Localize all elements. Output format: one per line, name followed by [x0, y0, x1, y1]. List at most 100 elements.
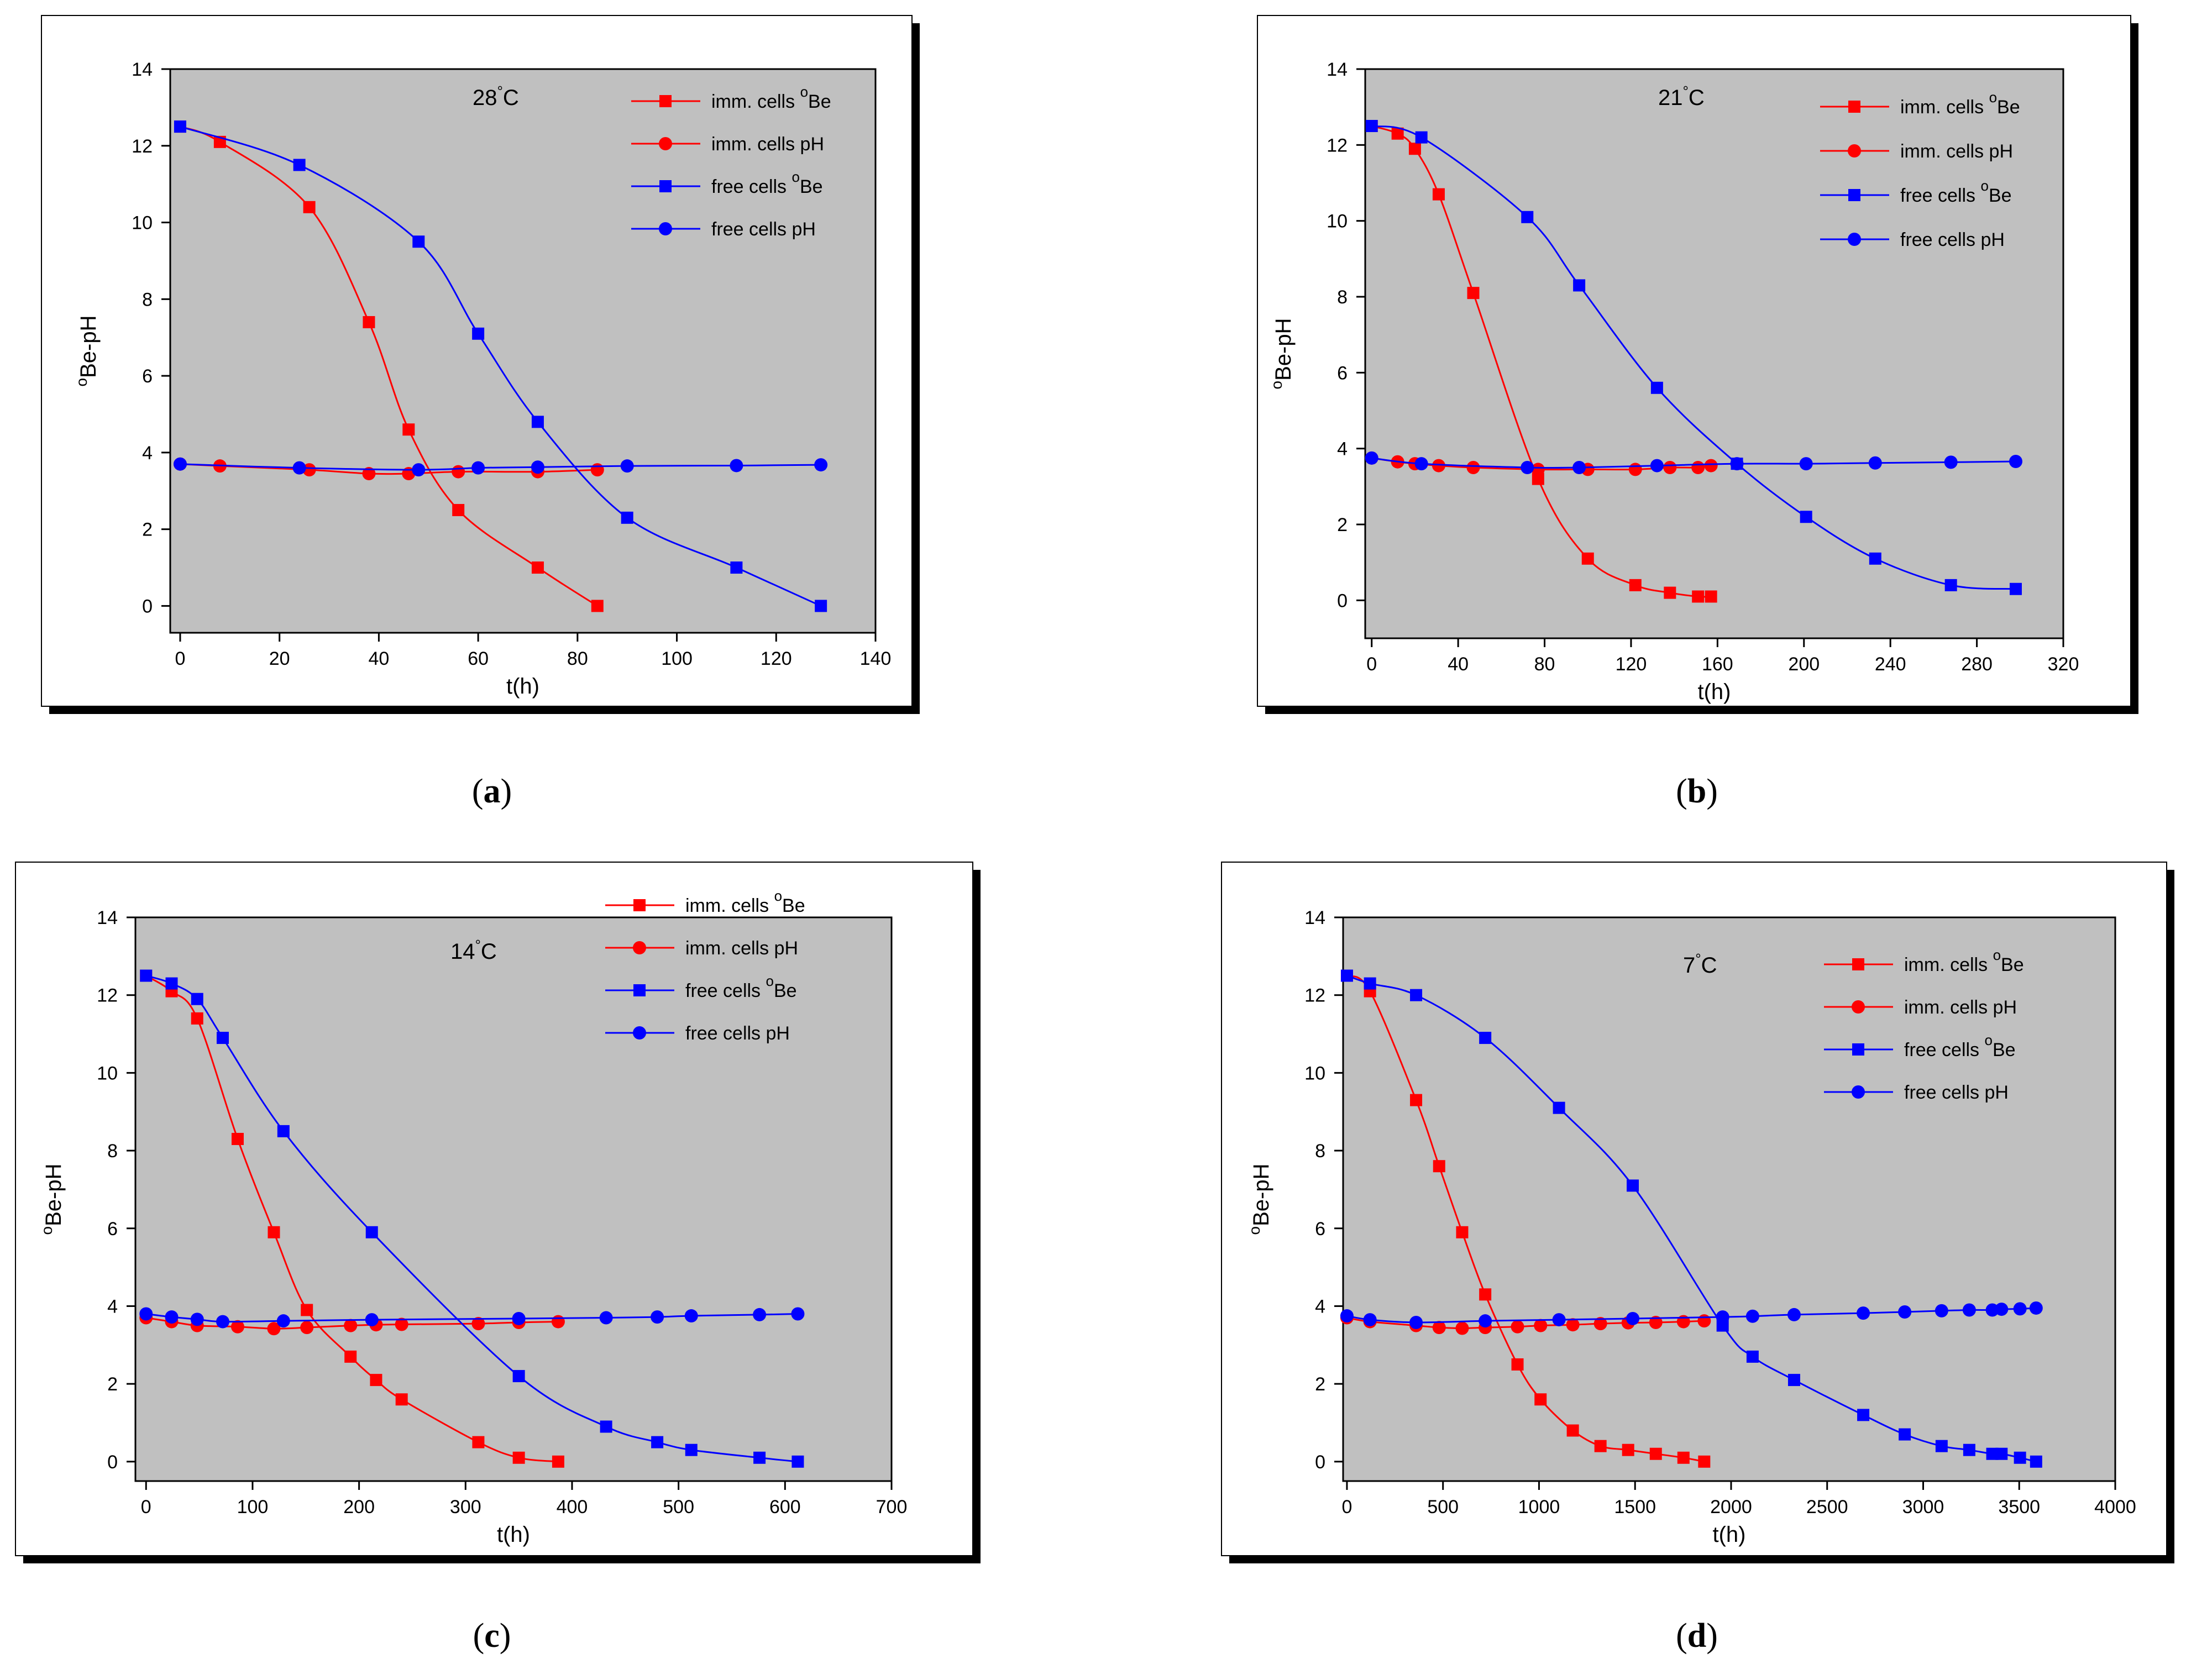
legend-marker: [659, 137, 672, 150]
y-tick-label: 14: [1327, 59, 1348, 80]
legend-label-degree: o: [1981, 177, 1989, 194]
data-point: [552, 1455, 564, 1468]
data-point: [402, 423, 415, 436]
legend-item: imm. cells oBe: [1824, 947, 2024, 975]
data-point: [1626, 1311, 1640, 1325]
data-point: [1944, 579, 1957, 591]
data-point: [1566, 1318, 1580, 1332]
x-tick-label: 60: [468, 648, 489, 669]
y-tick-label: 4: [1337, 439, 1348, 460]
data-point: [1746, 1350, 1759, 1363]
legend-marker: [1852, 958, 1864, 970]
caption-open-paren: (: [1676, 1617, 1687, 1655]
data-point: [1410, 1094, 1423, 1106]
data-point: [231, 1132, 244, 1145]
data-point: [1677, 1451, 1690, 1464]
legend-label-degree: o: [774, 888, 782, 904]
x-tick-label: 40: [1448, 654, 1469, 675]
data-point: [471, 1317, 485, 1331]
data-point: [165, 1310, 179, 1324]
data-point: [472, 1436, 485, 1448]
y-tick-label: 8: [1315, 1141, 1325, 1162]
series-line: [180, 125, 821, 607]
x-tick-label: 1000: [1518, 1497, 1560, 1518]
data-point: [1553, 1101, 1565, 1114]
series-line: [1371, 125, 2016, 590]
y-tick-label: 10: [132, 213, 153, 234]
x-tick-label: 500: [1427, 1497, 1459, 1518]
data-point: [651, 1310, 664, 1324]
data-point: [1650, 381, 1663, 394]
data-point: [395, 1317, 408, 1331]
legend-label-text: free cells pH: [711, 219, 816, 240]
chart-panel-b: 0 40 80 120 160 200 240 280 32002468101214t(h)oB…: [1257, 15, 2138, 810]
panel-caption: (b): [1676, 773, 1718, 810]
data-point: [1594, 1440, 1607, 1452]
data-point: [600, 1420, 612, 1433]
y-tick-label: 14: [97, 907, 118, 928]
legend-label: imm. cells oBe: [685, 888, 805, 916]
title-degree-sign: °: [497, 83, 503, 99]
data-point: [1704, 459, 1718, 473]
x-tick-label: 4000: [2094, 1497, 2136, 1518]
data-point: [191, 993, 203, 1005]
series-3: [1340, 1301, 2043, 1329]
legend-label: imm. cells pH: [1900, 141, 2013, 162]
data-point: [1627, 1179, 1639, 1192]
title-unit: C: [481, 939, 497, 964]
x-tick-label: 2500: [1806, 1497, 1848, 1518]
y-tick-label: 2: [1315, 1374, 1325, 1395]
legend-label-degree: o: [800, 83, 808, 100]
y-tick-label: 2: [142, 519, 153, 540]
data-point: [621, 511, 633, 524]
legend-item: free cells pH: [631, 219, 816, 240]
caption-close-paren: ): [1706, 1617, 1718, 1655]
y-tick-label: 14: [132, 59, 153, 80]
data-point: [191, 1012, 203, 1025]
data-point: [620, 459, 634, 473]
legend-label-degree: o: [1993, 947, 2001, 963]
data-point: [344, 1319, 358, 1332]
series-line: [180, 125, 598, 607]
data-point: [531, 561, 544, 574]
x-axis-label: t(h): [506, 674, 539, 699]
legend-item: imm. cells oBe: [631, 83, 831, 112]
data-point: [1408, 143, 1421, 155]
legend-marker: [1848, 189, 1860, 201]
chart-title: 21°C: [1658, 83, 1705, 110]
data-point: [1581, 552, 1594, 565]
x-tick-label: 240: [1875, 654, 1906, 675]
data-point: [1566, 1424, 1579, 1437]
panel-caption: (d): [1676, 1617, 1718, 1655]
legend-marker: [1852, 1085, 1865, 1099]
legend-label-text: free cells pH: [1904, 1082, 2009, 1103]
data-point: [2014, 1451, 2026, 1464]
y-axis-label-text: Be-pH: [41, 1164, 66, 1226]
data-point: [1409, 1315, 1423, 1329]
x-tick-label: 100: [237, 1497, 269, 1518]
legend-label-degree: o: [792, 169, 800, 185]
data-point: [1986, 1447, 1999, 1460]
series-2: [140, 969, 804, 1468]
data-point: [1857, 1306, 1870, 1320]
title-degree-sign: °: [1683, 83, 1689, 99]
legend-marker: [659, 95, 672, 107]
legend-label-text: imm. cells: [711, 91, 800, 112]
y-tick-label: 6: [107, 1219, 118, 1240]
data-point: [1800, 511, 1812, 523]
y-tick-label: 12: [1304, 985, 1325, 1006]
data-point: [1415, 131, 1428, 144]
data-point: [190, 1313, 204, 1326]
y-tick-label: 4: [142, 443, 153, 464]
legend-label: free cells pH: [1900, 229, 2005, 250]
data-point: [1899, 1428, 1911, 1441]
data-point: [2009, 455, 2022, 469]
legend-label-text: free cells: [711, 176, 792, 197]
y-axis-label-degree: o: [1246, 1226, 1263, 1235]
data-point: [174, 120, 186, 133]
data-point: [267, 1322, 281, 1336]
caption-close-paren: ): [500, 1617, 511, 1655]
legend-label-text: free cells: [1900, 185, 1981, 206]
data-point: [1363, 1313, 1377, 1327]
y-tick-label: 4: [107, 1296, 118, 1317]
